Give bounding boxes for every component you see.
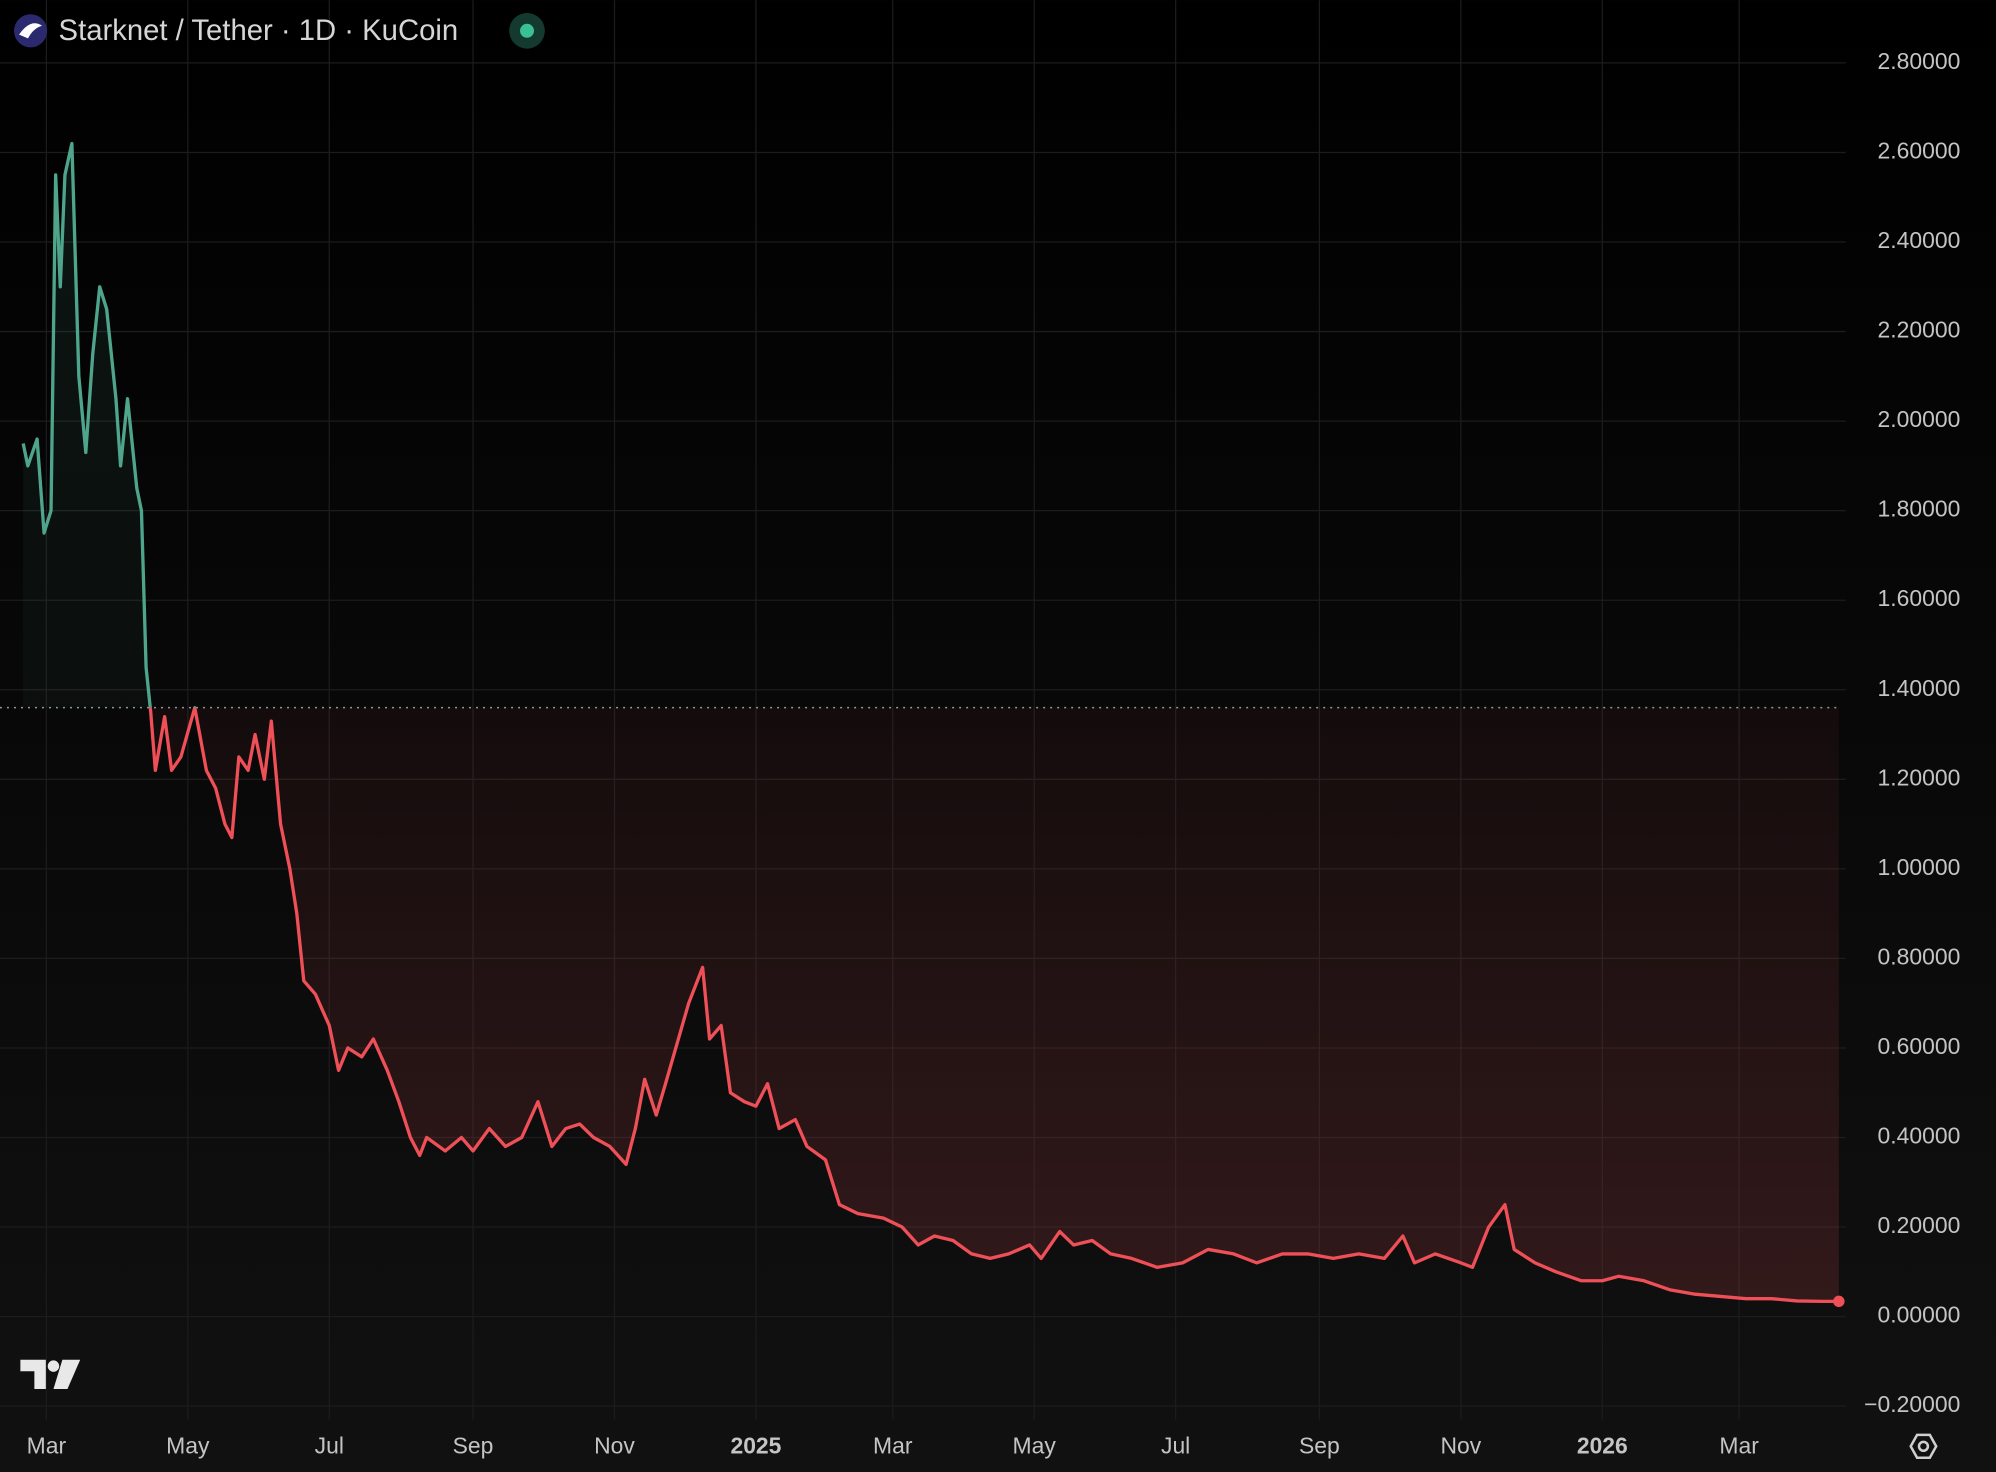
y-tick-label: 2.80000 — [1878, 48, 1961, 74]
y-tick-label: 2.60000 — [1878, 138, 1961, 164]
x-tick-label: Jul — [1161, 1433, 1190, 1459]
y-tick-label: 1.80000 — [1878, 496, 1961, 522]
y-tick-label: 1.00000 — [1878, 854, 1961, 880]
x-tick-label: Sep — [1299, 1433, 1340, 1459]
x-tick-label: May — [166, 1433, 210, 1459]
x-tick-label: Nov — [594, 1433, 635, 1459]
x-tick-label: Mar — [27, 1433, 67, 1459]
last-point — [1833, 1295, 1845, 1308]
plot — [0, 141, 1845, 1308]
y-tick-label: 2.00000 — [1878, 406, 1961, 432]
price-line — [21, 141, 1839, 1304]
y-tick-label: 1.40000 — [1878, 675, 1961, 701]
x-tick-label: Sep — [453, 1433, 494, 1459]
y-tick-label: 1.20000 — [1878, 764, 1961, 790]
y-tick-label: 2.20000 — [1878, 317, 1961, 343]
logo-part — [47, 1360, 60, 1372]
x-tick-label: Nov — [1440, 1433, 1481, 1459]
header: Starknet / Tether · 1D · KuCoin — [14, 12, 545, 49]
y-tick-label: 2.40000 — [1878, 227, 1961, 253]
x-tick-label: Mar — [1719, 1433, 1759, 1459]
y-tick-label: 0.20000 — [1878, 1212, 1961, 1238]
settings-button[interactable] — [1909, 1433, 1938, 1460]
status-dot — [520, 23, 535, 38]
x-tick-label: Jul — [315, 1433, 344, 1459]
x-tick-label: Mar — [873, 1433, 913, 1459]
chart-title: Starknet / Tether · 1D · KuCoin — [59, 15, 459, 47]
logo-part — [20, 1359, 46, 1390]
axes: 2.80000 2.60000 2.40000 2.20000 2.00000 1.800… — [27, 48, 1961, 1459]
x-tick-label: 2025 — [730, 1433, 781, 1459]
x-tick-label: May — [1013, 1433, 1057, 1459]
symbol-icon-mark — [19, 23, 43, 39]
y-tick-label: 0.60000 — [1878, 1033, 1961, 1059]
y-tick-label: −0.20000 — [1864, 1391, 1960, 1417]
x-tick-label: 2026 — [1577, 1433, 1628, 1459]
logo-part — [53, 1359, 81, 1390]
settings-icon — [1909, 1433, 1938, 1460]
settings-icon-center — [1917, 1440, 1930, 1453]
area — [23, 143, 1839, 1302]
y-tick-label: 0.00000 — [1878, 1302, 1961, 1328]
y-tick-label: 0.40000 — [1878, 1123, 1961, 1149]
y-tick-label: 1.60000 — [1878, 585, 1961, 611]
tv-logo — [20, 1359, 81, 1390]
y-tick-label: 0.80000 — [1878, 943, 1961, 969]
